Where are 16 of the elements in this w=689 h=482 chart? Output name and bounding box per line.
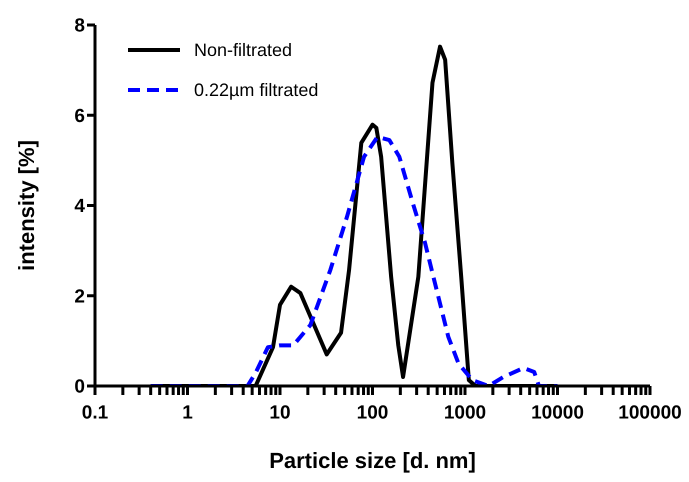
y-tick-label: 8 <box>74 16 85 37</box>
x-tick-label: 100 <box>356 402 388 424</box>
x-tick-label: 1 <box>182 402 194 424</box>
y-tick-label: 4 <box>74 196 86 218</box>
y-tick-label: 6 <box>74 106 85 127</box>
y-tick-label: 2 <box>74 286 85 308</box>
x-tick-label: 0.1 <box>82 402 109 424</box>
y-axis-title: intensity [%] <box>14 140 39 271</box>
x-tick-label: 100000 <box>618 402 682 424</box>
x-axis-title: Particle size [d. nm] <box>269 448 476 473</box>
legend-label: 0.22µm filtrated <box>194 80 318 100</box>
x-tick-label: 1000 <box>444 402 486 424</box>
x-tick-label: 10 <box>269 402 291 424</box>
y-tick-label: 0 <box>74 376 85 398</box>
legend-label: Non-filtrated <box>194 40 292 60</box>
x-tick-label: 10000 <box>531 402 584 424</box>
